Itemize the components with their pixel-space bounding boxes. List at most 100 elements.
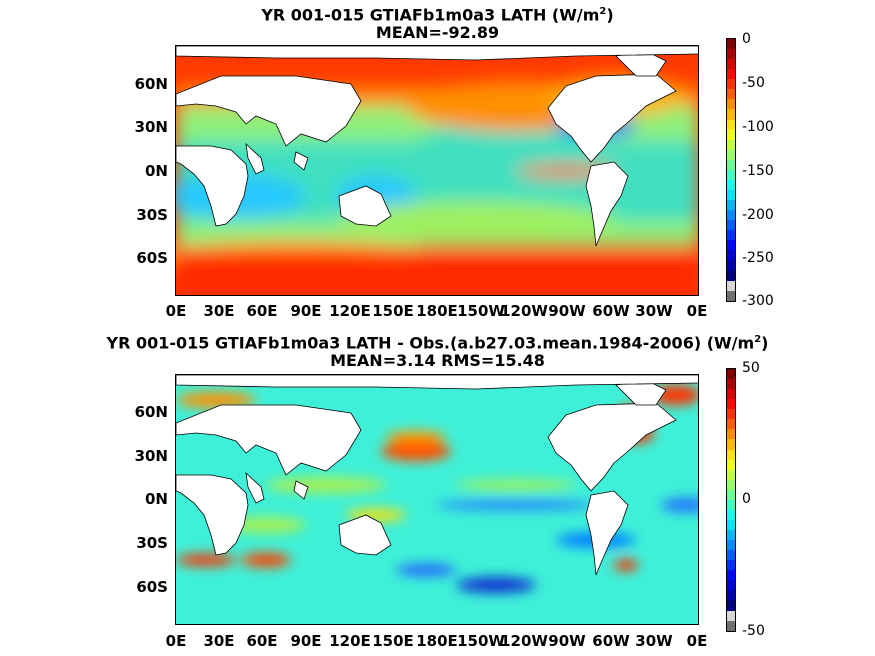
panel2-map [175, 374, 699, 625]
panel2-lon-tick: 120E [329, 632, 371, 650]
panel1-colorbar-tick: -100 [742, 119, 774, 135]
colorbar-segment [727, 139, 735, 150]
panel1-lon-tick: 60W [592, 302, 630, 320]
colorbar-segment [727, 489, 735, 500]
colorbar-segment [727, 220, 735, 231]
panel1-colorbar-tick: -200 [742, 207, 774, 223]
panel1-lat-tick-30s: 30S [136, 206, 168, 224]
colorbar-segment [727, 449, 735, 460]
colorbar-segment [727, 620, 735, 631]
panel2-lon-tick: 120W [500, 632, 548, 650]
panel1-lon-tick: 180E [416, 302, 458, 320]
colorbar-segment [727, 169, 735, 180]
colorbar-segment [727, 530, 735, 541]
panel1-lon-tick: 90E [290, 302, 322, 320]
colorbar-segment [727, 580, 735, 591]
colorbar-segment [727, 550, 735, 561]
colorbar-segment [727, 119, 735, 130]
panel2-lat-tick-60n: 60N [134, 403, 168, 421]
panel1-map [175, 45, 699, 296]
panel1-lon-tick: 150E [372, 302, 414, 320]
panel2-lat-tick-0n: 0N [145, 490, 168, 508]
panel1-lon-tick: 90W [548, 302, 586, 320]
panel1-subtitle: MEAN=-92.89 [375, 23, 500, 42]
colorbar-segment [727, 109, 735, 120]
panel1-lon-tick: 120E [329, 302, 371, 320]
panel2-lon-tick: 90W [548, 632, 586, 650]
colorbar-segment [727, 399, 735, 410]
panel2-colorbar [726, 368, 736, 632]
panel1-lon-tick: 0E [686, 302, 708, 320]
colorbar-segment [727, 610, 735, 621]
colorbar-segment [727, 509, 735, 520]
colorbar-segment [727, 389, 735, 400]
colorbar-segment [727, 129, 735, 140]
panel1-lat-tick-60n: 60N [134, 75, 168, 93]
colorbar-segment [727, 540, 735, 551]
colorbar-segment [727, 79, 735, 90]
colorbar-segment [727, 429, 735, 440]
panel2-subtitle: MEAN=3.14 RMS=15.48 [330, 351, 545, 370]
panel2-lat-tick-60s: 60S [136, 578, 168, 596]
colorbar-segment [727, 159, 735, 170]
colorbar-segment [727, 439, 735, 450]
panel2-lon-tick: 30W [635, 632, 673, 650]
panel2-heatmap [176, 375, 698, 624]
colorbar-segment [727, 210, 735, 221]
panel2-lat-tick-30s: 30S [136, 534, 168, 552]
panel1-lon-tick: 60E [246, 302, 278, 320]
panel1-colorbar-tick: -150 [742, 163, 774, 179]
panel2-lon-tick: 150W [457, 632, 505, 650]
colorbar-segment [727, 179, 735, 190]
panel2-colorbar-tick: 0 [742, 491, 751, 507]
panel2-lon-tick: 0E [686, 632, 708, 650]
colorbar-segment [727, 59, 735, 70]
panel2-colorbar-tick: -50 [742, 623, 765, 639]
panel1-colorbar-tick: -250 [742, 250, 774, 266]
colorbar-segment [727, 379, 735, 390]
panel1-lon-tick: 150W [457, 302, 505, 320]
colorbar-segment [727, 499, 735, 510]
panel1-heatmap [176, 46, 698, 295]
colorbar-segment [727, 479, 735, 490]
panel2-lat-tick-30n: 30N [134, 447, 168, 465]
panel1-colorbar [726, 38, 736, 302]
panel2-title: YR 001-015 GTIAFb1m0a3 LATH - Obs.(a.b27… [106, 333, 769, 353]
colorbar-segment [727, 570, 735, 581]
panel2-lon-tick: 60W [592, 632, 630, 650]
panel1-lon-tick: 0E [165, 302, 187, 320]
colorbar-segment [727, 600, 735, 611]
panel2-colorbar-tick: 50 [742, 360, 760, 376]
panel2-lon-tick: 60E [246, 632, 278, 650]
colorbar-segment [727, 149, 735, 160]
colorbar-segment [727, 240, 735, 251]
panel2-lon-tick: 90E [290, 632, 322, 650]
colorbar-segment [727, 230, 735, 241]
colorbar-segment [727, 89, 735, 100]
panel1-colorbar-tick: 0 [742, 31, 751, 47]
colorbar-segment [727, 369, 735, 380]
panel1-lon-tick: 120W [500, 302, 548, 320]
colorbar-segment [727, 560, 735, 571]
panel1-colorbar-tick: -300 [742, 293, 774, 309]
panel1-lon-tick: 30E [203, 302, 235, 320]
colorbar-segment [727, 49, 735, 60]
colorbar-segment [727, 250, 735, 261]
panel2-lon-tick: 30E [203, 632, 235, 650]
panel1-lat-tick-0n: 0N [145, 162, 168, 180]
colorbar-segment [727, 409, 735, 420]
panel1-lat-tick-60s: 60S [136, 249, 168, 267]
panel1-lon-tick: 30W [635, 302, 673, 320]
colorbar-segment [727, 260, 735, 271]
colorbar-segment [727, 200, 735, 211]
panel1-colorbar-tick: -50 [742, 75, 765, 91]
colorbar-segment [727, 280, 735, 291]
panel2-lon-tick: 150E [372, 632, 414, 650]
colorbar-segment [727, 459, 735, 470]
colorbar-segment [727, 270, 735, 281]
colorbar-segment [727, 290, 735, 301]
colorbar-segment [727, 519, 735, 530]
panel2-lon-tick: 0E [165, 632, 187, 650]
colorbar-segment [727, 469, 735, 480]
panel1-lat-tick-30n: 30N [134, 118, 168, 136]
